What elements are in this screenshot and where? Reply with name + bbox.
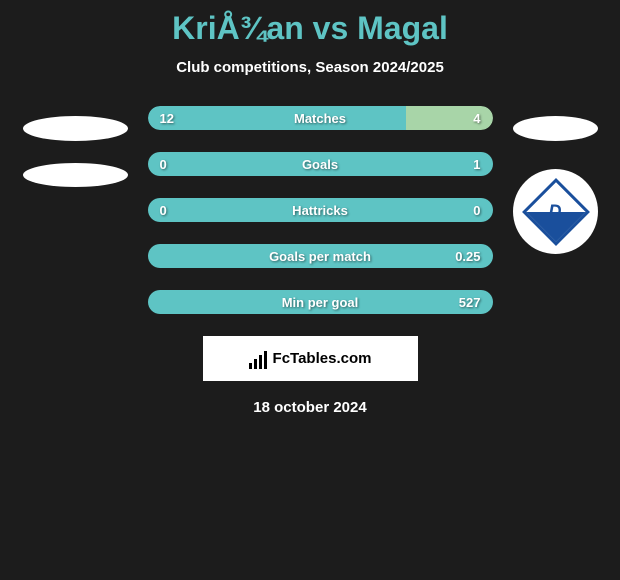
player-oval-1 [23,116,128,141]
fctables-watermark: FcTables.com [203,336,418,381]
bar-fill-left [148,106,407,130]
stats-bars: 12 Matches 4 0 Goals 1 0 Hattricks 0 Goa… [148,106,493,314]
stat-left-value: 0 [160,157,167,172]
diamond-letter: D [549,201,562,222]
stat-label: Goals [302,157,338,172]
right-club-logos: D [513,106,598,254]
club-logo-circle: D [513,169,598,254]
main-container: KriÅ¾an vs Magal Club competitions, Seas… [0,0,620,426]
stat-label: Goals per match [269,249,371,264]
stat-bar-matches: 12 Matches 4 [148,106,493,130]
stats-area: 12 Matches 4 0 Goals 1 0 Hattricks 0 Goa… [10,106,610,314]
subtitle: Club competitions, Season 2024/2025 [10,59,610,76]
stat-right-value: 0.25 [455,249,480,264]
fctables-chart-icon [249,349,267,369]
stat-right-value: 0 [473,203,480,218]
stat-left-value: 12 [160,111,174,126]
stat-left-value: 0 [160,203,167,218]
club-logo-oval [513,116,598,141]
stat-right-value: 527 [459,295,481,310]
date-text: 18 october 2024 [10,399,610,416]
stat-label: Min per goal [282,295,359,310]
stat-label: Matches [294,111,346,126]
dynamo-logo-icon: D [528,184,583,239]
stat-bar-min-per-goal: Min per goal 527 [148,290,493,314]
stat-bar-goals-per-match: Goals per match 0.25 [148,244,493,268]
stat-right-value: 4 [473,111,480,126]
stat-right-value: 1 [473,157,480,172]
stat-bar-hattricks: 0 Hattricks 0 [148,198,493,222]
stat-label: Hattricks [292,203,348,218]
fctables-label: FcTables.com [273,350,372,367]
stat-bar-goals: 0 Goals 1 [148,152,493,176]
page-title: KriÅ¾an vs Magal [10,10,610,47]
player-oval-2 [23,163,128,187]
left-player-ovals [23,106,128,187]
